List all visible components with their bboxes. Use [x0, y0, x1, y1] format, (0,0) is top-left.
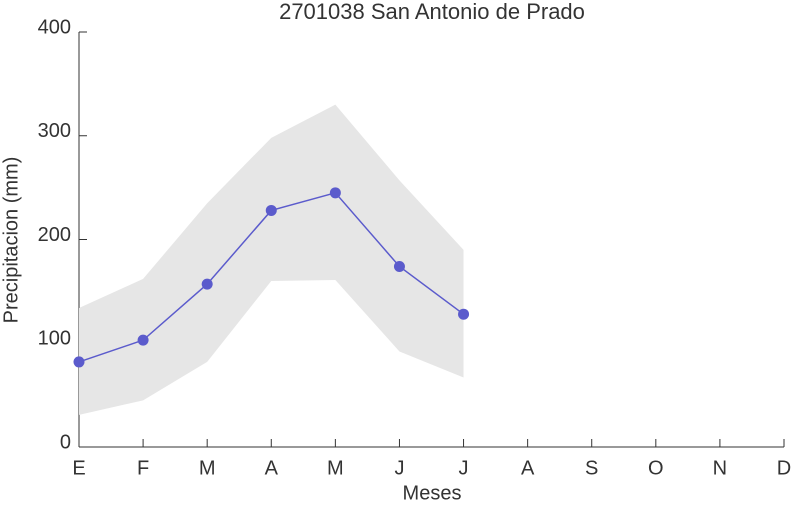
data-point: [458, 308, 470, 320]
data-point: [201, 278, 213, 290]
data-point: [73, 356, 85, 368]
x-tick-label: A: [521, 457, 535, 479]
data-point: [265, 204, 277, 216]
y-tick-label: 100: [38, 328, 71, 350]
data-point: [329, 187, 341, 199]
data-point: [393, 260, 405, 272]
x-tick-label: A: [265, 457, 279, 479]
range-band: [79, 104, 464, 415]
x-tick-label: J: [394, 457, 404, 479]
x-tick-label: D: [777, 457, 791, 479]
x-tick-label: E: [72, 457, 85, 479]
x-tick-label: J: [459, 457, 469, 479]
x-tick-label: O: [648, 457, 664, 479]
chart-title: 2701038 San Antonio de Prado: [279, 0, 585, 24]
y-tick-label: 0: [60, 431, 71, 453]
x-tick-label: F: [137, 457, 149, 479]
x-axis-label: Meses: [403, 482, 462, 503]
data-point: [137, 334, 149, 346]
x-tick-label: N: [713, 457, 727, 479]
y-tick-label: 300: [38, 120, 71, 142]
x-tick-label: S: [585, 457, 598, 479]
x-tick-label: M: [327, 457, 344, 479]
y-axis-label: Precipitacion (mm): [0, 157, 22, 324]
y-tick-label: 400: [38, 16, 71, 38]
x-tick-label: M: [199, 457, 216, 479]
y-tick-label: 200: [38, 224, 71, 246]
